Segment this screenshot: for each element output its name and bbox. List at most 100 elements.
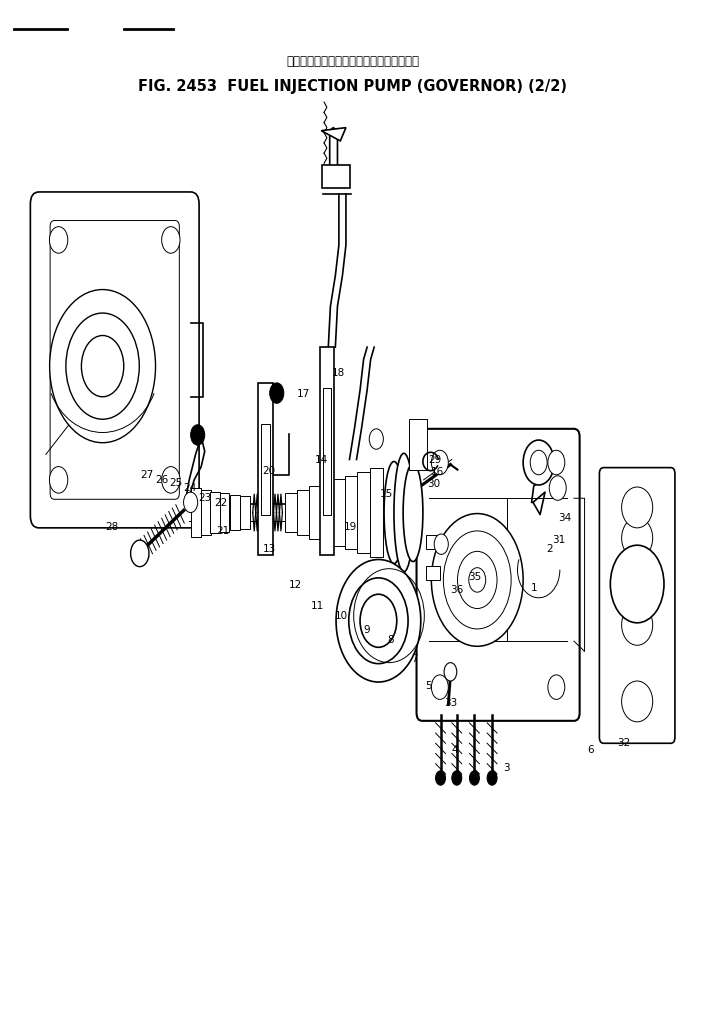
- Text: 3: 3: [503, 763, 510, 773]
- Text: 32: 32: [618, 738, 630, 748]
- Text: 11: 11: [311, 601, 324, 612]
- Ellipse shape: [394, 453, 414, 572]
- Bar: [285, 493, 298, 532]
- Circle shape: [131, 540, 149, 567]
- Bar: [240, 496, 250, 530]
- Bar: [201, 490, 211, 535]
- Text: 12: 12: [289, 580, 301, 590]
- Text: 10: 10: [335, 611, 348, 621]
- Text: 25: 25: [169, 478, 182, 488]
- Text: 36: 36: [450, 585, 463, 595]
- FancyBboxPatch shape: [599, 468, 675, 743]
- FancyBboxPatch shape: [417, 429, 580, 721]
- Bar: [345, 476, 358, 549]
- FancyBboxPatch shape: [50, 221, 179, 499]
- Circle shape: [162, 467, 180, 493]
- Bar: [220, 493, 229, 532]
- Circle shape: [270, 383, 284, 403]
- FancyBboxPatch shape: [30, 192, 199, 528]
- Bar: [357, 472, 370, 553]
- Circle shape: [487, 771, 497, 785]
- Text: 33: 33: [444, 698, 457, 709]
- Text: 13: 13: [263, 544, 275, 554]
- Circle shape: [434, 534, 448, 554]
- Circle shape: [349, 578, 408, 664]
- Text: 7: 7: [411, 653, 418, 664]
- Circle shape: [549, 476, 566, 500]
- Ellipse shape: [621, 604, 653, 645]
- Circle shape: [469, 771, 479, 785]
- Circle shape: [431, 514, 523, 646]
- Text: 28: 28: [105, 522, 118, 532]
- Bar: [320, 347, 334, 555]
- Bar: [230, 495, 240, 531]
- Text: 22: 22: [215, 498, 227, 508]
- Circle shape: [162, 227, 180, 253]
- Circle shape: [191, 425, 205, 445]
- Circle shape: [457, 551, 497, 609]
- Circle shape: [444, 663, 457, 681]
- Bar: [323, 388, 331, 515]
- Circle shape: [610, 545, 664, 623]
- Bar: [333, 480, 346, 545]
- Polygon shape: [321, 128, 346, 141]
- Text: 6: 6: [587, 745, 594, 756]
- Text: 27: 27: [140, 470, 153, 480]
- Text: 8: 8: [387, 635, 394, 645]
- Circle shape: [49, 467, 68, 493]
- Ellipse shape: [621, 487, 653, 528]
- Circle shape: [336, 560, 421, 682]
- Circle shape: [452, 771, 462, 785]
- Text: FIG. 2453  FUEL INJECTION PUMP (GOVERNOR) (2/2): FIG. 2453 FUEL INJECTION PUMP (GOVERNOR)…: [138, 80, 568, 94]
- Bar: [210, 492, 220, 533]
- Ellipse shape: [403, 464, 423, 562]
- Circle shape: [66, 313, 139, 420]
- Ellipse shape: [621, 518, 653, 558]
- Bar: [191, 488, 201, 537]
- Bar: [309, 486, 322, 539]
- Circle shape: [548, 675, 565, 699]
- Circle shape: [548, 450, 565, 475]
- Text: 24: 24: [184, 483, 196, 493]
- Circle shape: [436, 771, 445, 785]
- Circle shape: [431, 450, 448, 475]
- Bar: [322, 165, 350, 188]
- Text: 15: 15: [380, 489, 393, 499]
- Text: 26: 26: [155, 475, 168, 485]
- Text: 1: 1: [530, 583, 537, 593]
- Text: 14: 14: [315, 455, 328, 466]
- Bar: [261, 424, 270, 515]
- Bar: [426, 566, 440, 580]
- Bar: [409, 419, 427, 470]
- Bar: [297, 490, 310, 535]
- Ellipse shape: [621, 681, 653, 722]
- Circle shape: [369, 429, 383, 449]
- Text: 9: 9: [363, 625, 370, 635]
- Circle shape: [530, 450, 547, 475]
- Circle shape: [49, 227, 68, 253]
- Text: 4: 4: [451, 745, 458, 756]
- Text: 30: 30: [427, 479, 440, 489]
- Text: 21: 21: [217, 526, 229, 536]
- Text: 34: 34: [558, 513, 571, 523]
- Circle shape: [184, 492, 198, 513]
- Text: 35: 35: [468, 572, 481, 582]
- Text: 29: 29: [429, 455, 441, 466]
- Bar: [321, 483, 334, 542]
- Text: 23: 23: [198, 493, 211, 503]
- Text: 20: 20: [263, 466, 275, 476]
- Circle shape: [81, 336, 124, 397]
- Bar: [258, 383, 273, 555]
- Text: フェエルインジェクションポンプ　ガバナ: フェエルインジェクションポンプ ガバナ: [287, 55, 419, 67]
- Text: 16: 16: [431, 467, 444, 477]
- Circle shape: [523, 440, 554, 485]
- Circle shape: [443, 531, 511, 629]
- Bar: [426, 535, 440, 549]
- Circle shape: [49, 290, 155, 443]
- Text: 5: 5: [425, 681, 432, 691]
- Circle shape: [469, 568, 486, 592]
- Bar: [370, 468, 383, 557]
- Text: 17: 17: [297, 389, 310, 399]
- Circle shape: [360, 594, 397, 647]
- Ellipse shape: [384, 461, 404, 564]
